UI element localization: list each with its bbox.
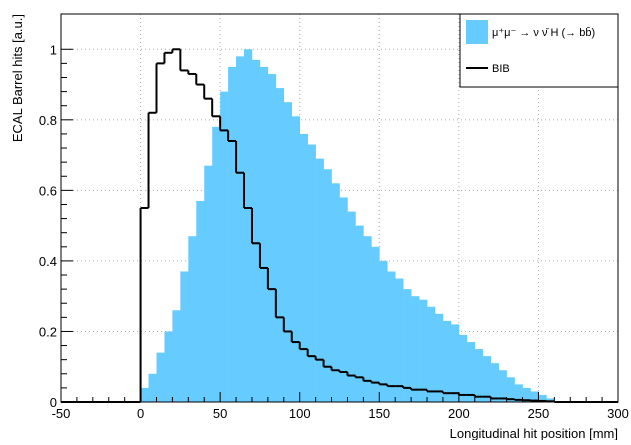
histogram-bar — [244, 49, 253, 402]
histogram-bar — [490, 363, 499, 402]
histogram-bar — [403, 289, 412, 402]
histogram-bar — [164, 331, 173, 402]
histogram-bar — [180, 271, 189, 402]
histogram-bar — [379, 260, 388, 402]
histogram-bar — [323, 169, 332, 402]
y-tick-label: 0.4 — [39, 254, 57, 269]
histogram-bar — [395, 278, 404, 402]
histogram-bar — [347, 211, 356, 402]
histogram-bar — [283, 102, 293, 402]
histogram-bar — [267, 73, 277, 403]
histogram-bar — [228, 66, 237, 402]
histogram-bar — [307, 144, 316, 402]
histogram-bar — [546, 398, 555, 402]
histogram-bar — [355, 225, 364, 402]
histogram-bar — [259, 66, 269, 402]
histogram-bar — [458, 334, 468, 402]
histogram-bar — [363, 236, 372, 402]
x-tick-label: 50 — [213, 406, 227, 421]
histogram-bar — [450, 324, 460, 402]
histogram-bar — [331, 183, 340, 402]
histogram-bar — [474, 349, 484, 402]
histogram-bar — [188, 236, 197, 402]
y-tick-label: 0.2 — [39, 324, 57, 339]
histogram-bar — [204, 165, 213, 402]
y-tick-label: 0 — [50, 395, 57, 410]
y-tick-label: 1 — [50, 42, 57, 57]
legend-label: BIB — [492, 63, 510, 75]
histogram-bar — [212, 126, 221, 402]
histogram-bar — [172, 310, 181, 402]
legend-swatch — [466, 20, 488, 44]
histogram-bar — [315, 158, 324, 402]
histogram-bar — [466, 342, 476, 402]
histogram-bar — [140, 387, 149, 402]
histogram-bar — [530, 391, 539, 402]
histogram-bar — [442, 320, 452, 402]
histogram-bar — [148, 373, 157, 402]
x-tick-label: 100 — [289, 406, 311, 421]
y-tick-label: 0.8 — [39, 113, 57, 128]
y-axis-title: ECAL Barrel hits [a.u.] — [10, 14, 25, 142]
histogram-bar — [220, 91, 229, 402]
histogram-bar — [196, 200, 205, 402]
histogram-bar — [387, 271, 396, 402]
histogram-bar — [236, 56, 245, 403]
histogram-bar — [434, 313, 444, 402]
x-tick-label: 250 — [528, 406, 550, 421]
histogram-bar — [419, 299, 428, 402]
histogram-bar — [506, 377, 515, 402]
y-tick-label: 0.6 — [39, 183, 57, 198]
x-tick-label: -50 — [52, 406, 71, 421]
histogram-bar — [514, 384, 523, 402]
plot-frame — [60, 13, 619, 403]
histogram-bar — [498, 370, 507, 402]
histogram-bar — [251, 59, 261, 402]
histogram-bar — [339, 197, 348, 402]
histogram-bar — [275, 88, 285, 402]
x-tick-label: 300 — [607, 406, 629, 421]
histogram-bar — [411, 296, 420, 402]
legend-label: μ⁺μ⁻ → ν ν̄ H (→ bb̄) — [492, 26, 595, 39]
histogram-bar — [299, 133, 308, 402]
x-axis-title: Longitudinal hit position [mm] — [450, 426, 618, 440]
x-tick-label: 150 — [368, 406, 390, 421]
histogram-bar — [427, 306, 436, 402]
histogram-bar — [291, 116, 301, 403]
histogram-bar — [522, 387, 531, 402]
x-tick-label: 0 — [137, 406, 144, 421]
histogram-bar — [156, 352, 165, 402]
x-tick-label: 200 — [448, 406, 470, 421]
histogram-bar — [538, 394, 547, 402]
histogram-bar — [371, 246, 380, 402]
histogram-bar — [482, 356, 491, 402]
